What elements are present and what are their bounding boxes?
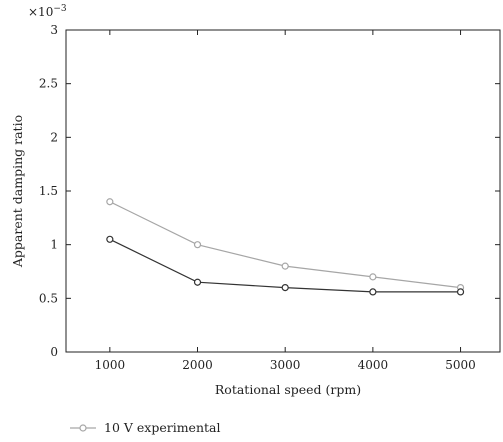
legend-label-10v-experimental: 10 V experimental: [104, 420, 220, 435]
y-tick-label: 0.5: [39, 291, 58, 305]
data-point: [456, 288, 465, 296]
y-axis-exponent-power: −3: [53, 4, 67, 14]
x-axis-label: Rotational speed (rpm): [215, 382, 361, 397]
series-0: [106, 198, 465, 292]
series-layer: [106, 198, 465, 296]
ticks: 0 0.5 1 1.5 2 2.5 3 1000 2000 3000 4000 5000: [39, 23, 500, 372]
x-tick-label: 3000: [270, 358, 301, 372]
x-tick-label: 2000: [182, 358, 213, 372]
y-tick-label: 2.5: [39, 77, 58, 91]
series-1: [106, 235, 465, 296]
data-point: [281, 284, 289, 292]
data-point: [193, 278, 202, 286]
plot-frame: [65, 29, 501, 353]
data-point: [369, 273, 377, 281]
y-tick-label: 0: [50, 345, 58, 359]
axes: [65, 29, 501, 353]
legend-marker: [79, 424, 87, 432]
data-point: [281, 262, 289, 270]
series-line: [109, 201, 461, 289]
data-point: [369, 288, 377, 296]
legend: 10 V experimental: [70, 420, 220, 435]
data-point: [106, 235, 114, 243]
x-tick-label: 4000: [358, 358, 389, 372]
y-tick-label: 1.5: [39, 184, 58, 198]
y-tick-label: 1: [50, 238, 58, 252]
y-tick-label: 2: [50, 130, 58, 144]
data-point: [106, 198, 114, 206]
y-axis-exponent: ×10−3: [28, 4, 67, 19]
x-tick-label: 1000: [95, 358, 126, 372]
y-axis-label: Apparent damping ratio: [10, 115, 25, 268]
x-tick-label: 5000: [445, 358, 476, 372]
y-tick-label: 3: [50, 23, 58, 37]
data-point: [193, 241, 202, 249]
y-axis-exponent-base: ×10: [28, 5, 53, 19]
